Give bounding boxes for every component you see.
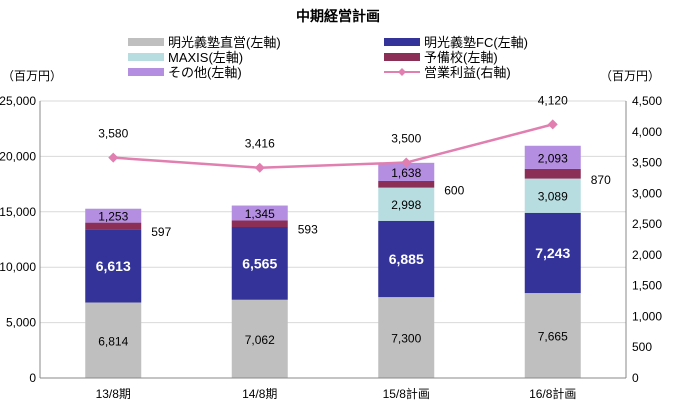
bar-data-label: 593 <box>298 223 318 237</box>
chart-title: 中期経営計画 <box>296 8 380 24</box>
left-tick-label: 10,000 <box>0 260 36 274</box>
bar-segment <box>524 145 581 169</box>
bar-data-label: 6,885 <box>389 251 424 267</box>
right-tick-label: 4,500 <box>632 94 662 108</box>
bar-data-label: 6,613 <box>96 258 131 274</box>
bar-segment <box>231 299 288 378</box>
bar-segment <box>85 208 142 223</box>
line-data-label: 3,416 <box>245 137 275 151</box>
x-tick-label: 13/8期 <box>96 387 131 401</box>
line-marker <box>547 119 558 130</box>
bar-segment <box>378 162 435 181</box>
legend-label: 営業利益(右軸) <box>424 65 511 80</box>
legend-swatch <box>384 53 420 61</box>
line-data-label: 3,580 <box>98 127 128 141</box>
left-axis-unit: （百万円） <box>2 69 62 83</box>
right-tick-label: 3,500 <box>632 156 662 170</box>
bar-data-label: 3,089 <box>538 190 568 204</box>
bar-data-label: 6,814 <box>98 334 128 348</box>
bar-segment <box>524 168 581 179</box>
bar-segment <box>85 302 142 378</box>
bar-segment <box>85 222 142 230</box>
legend-swatch <box>384 38 420 46</box>
bar-segment <box>378 187 435 221</box>
bar-data-label: 7,243 <box>535 245 570 261</box>
line-data-label: 4,120 <box>538 93 568 107</box>
legend-label: 予備校(左軸) <box>424 50 498 65</box>
right-tick-label: 0 <box>632 371 639 385</box>
legend-label: MAXIS(左軸) <box>168 50 243 65</box>
left-tick-label: 0 <box>29 371 36 385</box>
right-tick-label: 1,000 <box>632 309 662 323</box>
bar-data-label: 600 <box>444 183 464 197</box>
bar-segment <box>378 180 435 188</box>
right-tick-label: 2,000 <box>632 248 662 262</box>
legend-swatch <box>128 38 164 46</box>
left-tick-label: 5,000 <box>6 316 36 330</box>
x-tick-label: 16/8計画 <box>529 386 576 401</box>
bar-data-label: 1,638 <box>391 166 421 180</box>
bar-data-label: 2,093 <box>538 151 568 165</box>
line-series <box>113 123 554 169</box>
x-tick-label: 15/8計画 <box>383 386 430 401</box>
right-tick-label: 500 <box>632 340 652 354</box>
bar-data-label: 7,062 <box>245 333 275 347</box>
bar-data-label: 2,998 <box>391 198 421 212</box>
bar-segment <box>231 220 288 228</box>
bar-segment <box>378 220 435 298</box>
bar-segment <box>378 297 435 378</box>
legend-swatch <box>128 68 164 76</box>
bar-segment <box>524 178 581 213</box>
bar-segment <box>524 212 581 294</box>
bar-data-label: 1,253 <box>98 210 128 224</box>
bar-data-label: 7,300 <box>391 332 421 346</box>
bar-segment <box>85 229 142 303</box>
line-marker <box>401 157 412 168</box>
legend-label: 明光義塾直営(左軸) <box>168 35 281 50</box>
bar-data-label: 7,665 <box>538 330 568 344</box>
right-axis-unit: （百万円） <box>600 69 660 83</box>
bar-data-label: 597 <box>151 225 171 239</box>
bar-segment <box>231 205 288 221</box>
right-tick-label: 4,000 <box>632 125 662 139</box>
left-tick-label: 20,000 <box>0 149 36 163</box>
line-marker <box>108 152 119 163</box>
legend-label: 明光義塾FC(左軸) <box>424 35 528 50</box>
line-data-label: 3,500 <box>391 132 421 146</box>
left-tick-label: 25,000 <box>0 94 36 108</box>
bar-segment <box>231 227 288 300</box>
left-tick-label: 15,000 <box>0 205 36 219</box>
bar-segment <box>524 293 581 378</box>
bar-data-label: 870 <box>591 173 611 187</box>
legend-marker-icon <box>398 68 406 76</box>
bar-data-label: 1,345 <box>245 207 275 221</box>
right-tick-label: 1,500 <box>632 279 662 293</box>
right-tick-label: 3,000 <box>632 186 662 200</box>
bar-data-label: 6,565 <box>242 255 277 271</box>
right-tick-label: 2,500 <box>632 217 662 231</box>
x-tick-label: 14/8期 <box>242 387 277 401</box>
legend-label: その他(左軸) <box>168 65 242 80</box>
line-marker <box>254 162 265 173</box>
legend-swatch <box>128 53 164 61</box>
